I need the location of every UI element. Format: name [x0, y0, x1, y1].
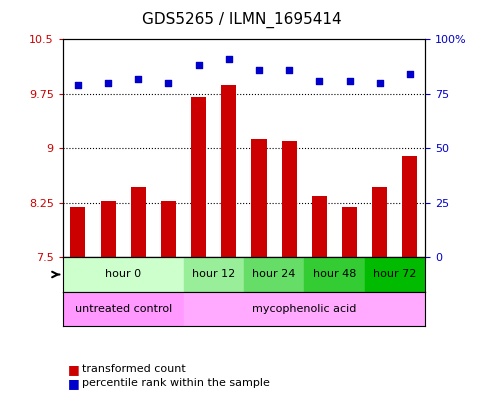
Point [195, 62, 202, 69]
Bar [63, 257, 184, 292]
Text: transformed count: transformed count [82, 364, 186, 375]
Bar [100, 201, 115, 257]
Text: hour 0: hour 0 [105, 270, 141, 279]
Bar [334, 257, 365, 260]
Point [315, 77, 323, 84]
Bar [184, 257, 213, 260]
Bar [312, 196, 327, 257]
Bar [402, 156, 417, 257]
Bar [191, 97, 206, 257]
Text: percentile rank within the sample: percentile rank within the sample [82, 378, 270, 388]
Text: ■: ■ [68, 363, 79, 376]
Text: hour 12: hour 12 [192, 270, 235, 279]
Bar [93, 257, 123, 260]
Bar [304, 257, 365, 292]
Point [74, 82, 82, 88]
Bar [184, 292, 425, 326]
Point [134, 75, 142, 82]
Bar [274, 257, 304, 260]
Bar [252, 139, 267, 257]
Bar [154, 257, 184, 260]
Bar [342, 207, 357, 257]
Bar [304, 257, 334, 260]
Bar [221, 85, 236, 257]
Bar [365, 257, 425, 292]
Bar [282, 141, 297, 257]
Text: mycophenolic acid: mycophenolic acid [252, 303, 356, 314]
Bar [131, 187, 146, 257]
Point [406, 71, 414, 77]
Bar [244, 257, 304, 292]
Bar [63, 257, 93, 260]
Point [346, 77, 354, 84]
Point [285, 67, 293, 73]
Text: hour 72: hour 72 [373, 270, 416, 279]
Text: hour 48: hour 48 [313, 270, 356, 279]
Text: ■: ■ [68, 376, 79, 390]
Point [104, 80, 112, 86]
Point [255, 67, 263, 73]
Text: untreated control: untreated control [74, 303, 172, 314]
Bar [213, 257, 244, 260]
Bar [123, 257, 154, 260]
Point [165, 80, 172, 86]
Bar [71, 207, 85, 257]
Bar [161, 201, 176, 257]
Point [376, 80, 384, 86]
Bar [63, 292, 184, 326]
Bar [372, 187, 387, 257]
Bar [184, 257, 244, 292]
Bar [395, 257, 425, 260]
Point [225, 56, 233, 62]
Text: hour 24: hour 24 [253, 270, 296, 279]
Bar [244, 257, 274, 260]
Bar [365, 257, 395, 260]
Text: GDS5265 / ILMN_1695414: GDS5265 / ILMN_1695414 [142, 11, 341, 28]
